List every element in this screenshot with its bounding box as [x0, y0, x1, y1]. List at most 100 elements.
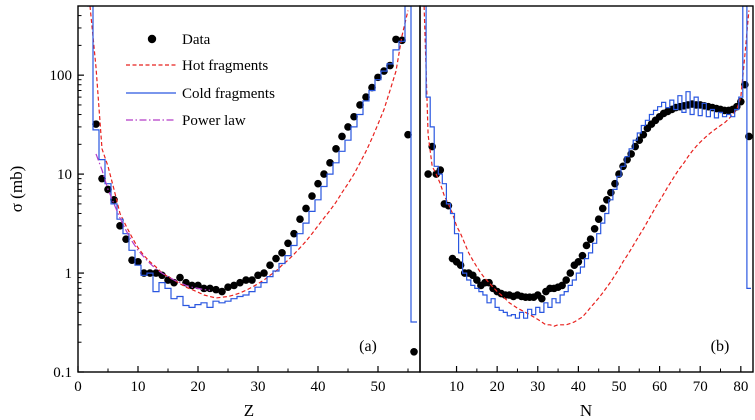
y-tick-label: 100	[50, 68, 73, 84]
data-point	[578, 251, 587, 260]
data-point	[302, 204, 310, 213]
data-point	[368, 83, 376, 92]
panel-b-x-axis-label: N	[580, 401, 592, 420]
panel-a-x-axis-label: Z	[244, 401, 254, 420]
y-axis-label: σ (mb)	[7, 166, 26, 212]
legend-label-cold-fragments: Cold fragments	[182, 86, 275, 102]
data-point	[116, 222, 124, 230]
data-point	[362, 93, 370, 101]
cold-fragments-line	[422, 6, 751, 319]
legend: Data Hot fragments Cold fragments Power …	[126, 32, 275, 129]
data-point	[320, 170, 328, 178]
data-point	[436, 166, 445, 174]
x-tick-label: 30	[251, 379, 266, 395]
data-point	[212, 285, 220, 294]
data-point	[639, 130, 648, 139]
x-tick-label: 40	[571, 379, 586, 395]
y-tick-label: 0.1	[53, 365, 72, 381]
data-point	[176, 273, 184, 282]
axes-layer: 0.1 1 10 100 0 10 20 30 40 50 10 20 30 40 50 60 70 80	[50, 5, 748, 395]
data-point	[356, 101, 364, 109]
data-point	[92, 120, 100, 128]
data-point	[558, 281, 566, 290]
data-point	[278, 249, 286, 257]
data-point	[188, 281, 196, 290]
y-tick-label: 10	[57, 167, 72, 183]
data-point	[562, 276, 570, 284]
x-tick-label: 70	[693, 379, 708, 395]
data-point	[308, 192, 316, 200]
data-point	[456, 261, 465, 270]
data-point	[404, 130, 412, 139]
data-point	[745, 132, 753, 141]
panel-b-frame	[419, 5, 754, 373]
data-point	[218, 287, 226, 296]
data-point	[538, 294, 546, 303]
panel-b-series-group	[422, 6, 753, 327]
data-point	[266, 261, 274, 270]
data-point	[206, 284, 214, 293]
hot-fragments-line	[89, 6, 409, 299]
data-point	[236, 278, 244, 287]
data-point	[398, 36, 406, 45]
x-tick-label: 20	[191, 379, 206, 395]
data-point	[224, 283, 232, 291]
panel-a-label: (a)	[359, 338, 377, 355]
x-tick-label: 40	[311, 379, 326, 395]
panel-b-plot-area	[422, 6, 753, 327]
data-point	[314, 179, 322, 188]
panel-a-series-group	[87, 6, 418, 356]
cold-fragments-line	[87, 6, 417, 323]
data-point	[332, 145, 340, 153]
x-tick-label: 60	[652, 379, 667, 395]
data-point	[128, 256, 136, 264]
data-point	[248, 276, 256, 284]
data-point	[122, 235, 130, 243]
panel-b-label: (b)	[711, 338, 730, 355]
data-point	[152, 269, 160, 277]
data-point	[230, 281, 238, 290]
data-point	[158, 271, 166, 280]
y-tick-label: 1	[65, 266, 73, 282]
data-point	[594, 215, 603, 224]
data-point	[284, 239, 292, 248]
data-point	[566, 269, 575, 277]
data-point	[392, 35, 400, 44]
hot-fragments-line	[423, 6, 750, 327]
legend-label-power-law: Power law	[182, 113, 246, 129]
data-point	[254, 271, 262, 280]
x-tick-label: 20	[490, 379, 505, 395]
x-tick-label: 30	[530, 379, 545, 395]
data-point	[350, 112, 358, 121]
x-tick-label: 0	[74, 379, 82, 395]
data-point	[260, 269, 268, 277]
data-point	[194, 281, 202, 290]
data-point	[290, 229, 298, 238]
data-point	[590, 225, 599, 233]
data-point	[586, 235, 595, 243]
data-point	[582, 241, 591, 250]
x-tick-label: 50	[611, 379, 626, 395]
data-point	[296, 215, 304, 224]
legend-label-data: Data	[182, 32, 211, 48]
x-tick-label: 50	[371, 379, 386, 395]
data-point	[242, 276, 250, 284]
legend-label-hot-fragments: Hot fragments	[182, 58, 268, 74]
data-point	[598, 204, 607, 213]
data-point	[134, 257, 142, 266]
data-point	[338, 132, 346, 141]
data-point	[410, 348, 418, 356]
x-tick-label: 80	[733, 379, 748, 395]
x-tick-label: 10	[449, 379, 464, 395]
legend-data-marker	[147, 34, 157, 44]
x-tick-label: 10	[131, 379, 146, 395]
power-law-line	[95, 153, 211, 291]
data-point	[473, 276, 481, 284]
data-point	[272, 254, 280, 263]
data-point	[344, 123, 352, 131]
data-point	[424, 170, 432, 178]
panel-a-plot-area	[87, 6, 418, 356]
data-point	[574, 257, 583, 266]
data-point	[326, 159, 334, 167]
